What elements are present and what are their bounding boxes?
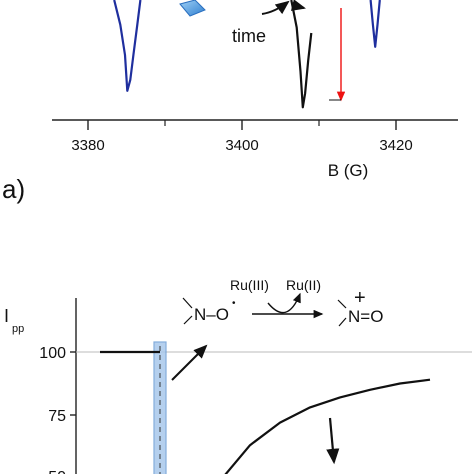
spectrum-line-2 (290, 0, 313, 109)
oxoammonium-bond-upper (337, 299, 347, 309)
blue-pointer-icon (179, 0, 206, 17)
scheme-pointer-arrow (171, 344, 208, 381)
x-tick-label: 3380 (71, 137, 104, 154)
panel-a: time 3380 3400 3420 B (G) a) (2, 0, 458, 204)
reduced-label: Ru(II) (286, 277, 321, 293)
y-tick-label: 100 (39, 345, 66, 362)
y-axis-label-subscript: pp (12, 323, 24, 335)
spectrum-line-1 (113, 0, 142, 92)
curve-pointer-arrow (326, 417, 340, 465)
curved-reaction-arrow (267, 292, 301, 314)
panel-b-series-layer (100, 350, 431, 474)
x-axis-label: B (G) (328, 161, 369, 180)
x-tick-label: 3420 (379, 137, 412, 154)
nitroxide-bond-lower (183, 315, 193, 325)
y-tick-label: 75 (48, 408, 66, 425)
nitroxide-bond-upper (182, 297, 193, 309)
panel-label: a) (2, 174, 25, 204)
y-axis-label: I (4, 306, 9, 326)
intensity-line-2 (224, 378, 431, 474)
x-ticks (87, 120, 397, 130)
nitroxide-label: N–O (194, 305, 229, 324)
panel-b: 100 75 50 I pp N–O • Ru(III) Ru(II) N=O … (4, 277, 472, 474)
x-tick-label: 3400 (225, 137, 258, 154)
y-tick-label: 50 (48, 469, 66, 474)
time-arrow-marker (290, 0, 306, 11)
panel-a-series-layer (113, 0, 381, 109)
time-arrow (261, 0, 290, 15)
time-annotation: time (232, 26, 266, 46)
radical-dot: • (232, 298, 236, 309)
positive-charge: + (354, 287, 366, 309)
addition-band (153, 341, 167, 474)
y-ticks (70, 351, 76, 416)
oxoammonium-bond-lower (338, 317, 347, 327)
oxoammonium-label: N=O (348, 307, 383, 326)
spectrum-line-3 (369, 0, 381, 48)
oxidant-label: Ru(III) (230, 277, 269, 293)
reaction-scheme: N–O • Ru(III) Ru(II) N=O + (182, 277, 383, 327)
